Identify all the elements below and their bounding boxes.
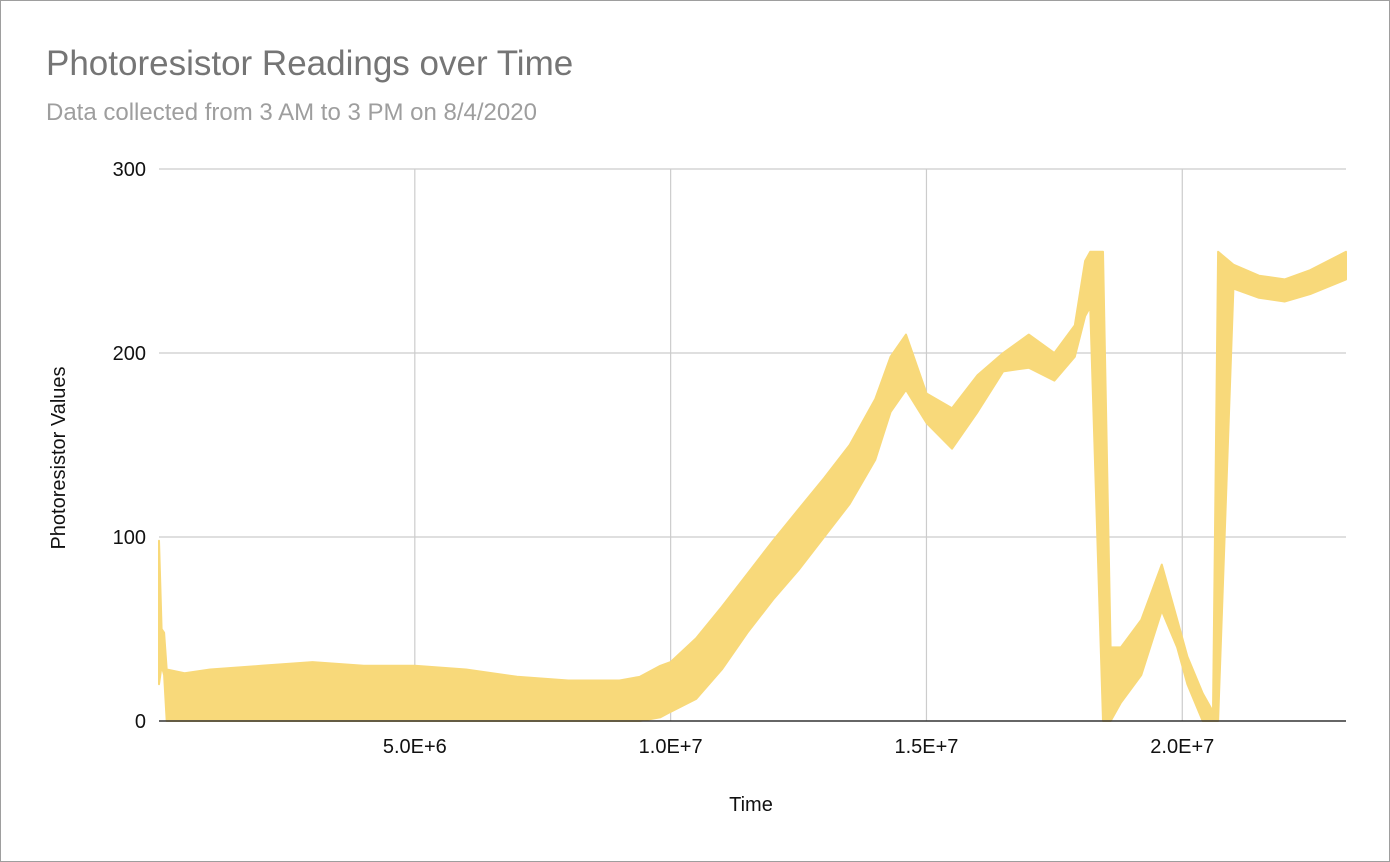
y-tick-label-2: 200 <box>113 343 146 365</box>
x-tick-label-3: 2.0E+7 <box>1150 736 1214 758</box>
chart-subtitle: Data collected from 3 AM to 3 PM on 8/4/… <box>46 99 537 126</box>
y-tick-labels: 0 100 200 300 <box>113 159 146 733</box>
x-tick-label-0: 5.0E+6 <box>383 736 447 758</box>
x-tick-label-1: 1.0E+7 <box>639 736 703 758</box>
chart-title: Photoresistor Readings over Time <box>46 44 574 83</box>
x-axis-label: Time <box>729 794 773 816</box>
x-tick-labels: 5.0E+6 1.0E+7 1.5E+7 2.0E+7 <box>383 736 1214 758</box>
y-axis-label: Photoresistor Values <box>48 366 70 549</box>
y-tick-label-1: 100 <box>113 527 146 549</box>
grid-lines <box>159 168 1346 721</box>
series-layer <box>158 250 1347 722</box>
x-tick-label-2: 1.5E+7 <box>894 736 958 758</box>
y-tick-label-0: 0 <box>135 711 146 733</box>
series-band-0 <box>158 250 1347 722</box>
y-tick-label-3: 300 <box>113 159 146 181</box>
